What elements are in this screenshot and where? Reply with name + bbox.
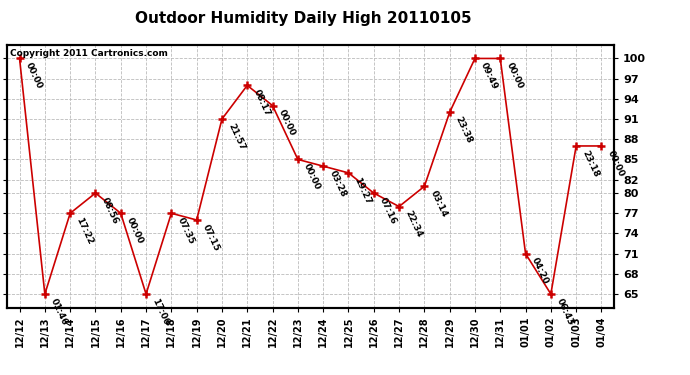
Text: 07:35: 07:35	[175, 216, 196, 246]
Text: 03:28: 03:28	[327, 169, 348, 199]
Text: 01:46: 01:46	[49, 297, 69, 327]
Text: 07:16: 07:16	[378, 196, 398, 226]
Text: 00:00: 00:00	[277, 108, 297, 138]
Text: 06:43: 06:43	[555, 297, 575, 327]
Text: 17:00: 17:00	[150, 297, 170, 327]
Text: 00:00: 00:00	[302, 162, 322, 192]
Text: 00:00: 00:00	[606, 149, 626, 178]
Text: 17:22: 17:22	[75, 216, 95, 246]
Text: 23:18: 23:18	[580, 149, 600, 178]
Text: Outdoor Humidity Daily High 20110105: Outdoor Humidity Daily High 20110105	[135, 11, 472, 26]
Text: 08:17: 08:17	[251, 88, 272, 118]
Text: 03:14: 03:14	[428, 189, 448, 219]
Text: 07:15: 07:15	[201, 223, 221, 252]
Text: 23:38: 23:38	[454, 115, 474, 145]
Text: 04:20: 04:20	[530, 256, 550, 286]
Text: Copyright 2011 Cartronics.com: Copyright 2011 Cartronics.com	[10, 49, 168, 58]
Text: 08:56: 08:56	[99, 196, 120, 225]
Text: 19:27: 19:27	[353, 176, 373, 206]
Text: 09:49: 09:49	[479, 61, 500, 91]
Text: 21:57: 21:57	[226, 122, 246, 152]
Text: 00:00: 00:00	[504, 61, 524, 90]
Text: 00:00: 00:00	[23, 61, 43, 90]
Text: 22:34: 22:34	[403, 209, 424, 239]
Text: 00:00: 00:00	[125, 216, 145, 245]
